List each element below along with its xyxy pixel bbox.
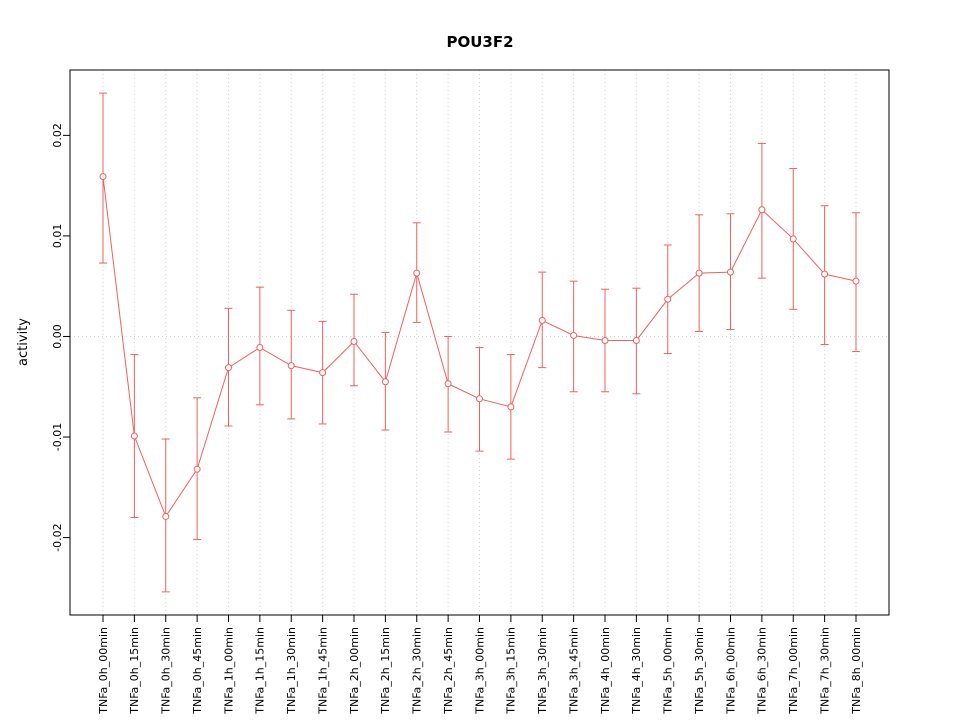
data-point	[695, 269, 703, 277]
y-tick-label: 0.02	[51, 123, 64, 148]
x-tick-label: TNFa_4h_30min	[630, 627, 643, 715]
data-point	[821, 270, 829, 278]
y-tick-label: -0.01	[51, 423, 64, 451]
x-tick-label: TNFa_0h_00min	[97, 627, 110, 715]
data-point	[538, 316, 546, 324]
x-tick-label: TNFa_0h_15min	[128, 627, 141, 715]
x-tick-label: TNFa_1h_45min	[316, 627, 329, 715]
y-axis-label: activity	[16, 318, 31, 366]
x-tick-label: TNFa_7h_30min	[818, 627, 831, 715]
data-point	[256, 344, 264, 352]
y-tick-label: -0.02	[51, 523, 64, 551]
data-point	[507, 403, 515, 411]
data-point	[476, 395, 483, 403]
chart-title: POU3F2	[446, 33, 513, 51]
x-tick-label: TNFa_4h_00min	[599, 627, 612, 715]
x-tick-label: TNFa_5h_00min	[662, 627, 675, 715]
data-point	[130, 432, 138, 440]
data-point	[381, 378, 389, 386]
x-tick-label: TNFa_2h_15min	[379, 627, 392, 715]
x-tick-label: TNFa_8h_00min	[850, 627, 863, 715]
x-tick-label: TNFa_1h_30min	[285, 627, 298, 715]
x-tick-label: TNFa_3h_30min	[536, 627, 549, 715]
data-point	[319, 369, 327, 377]
x-tick-label: TNFa_0h_45min	[191, 627, 204, 715]
data-point	[664, 295, 672, 303]
data-point	[789, 235, 797, 243]
data-point	[193, 465, 201, 473]
y-tick-label: 0.01	[51, 224, 64, 249]
data-point	[727, 268, 734, 276]
x-tick-label: TNFa_2h_00min	[348, 627, 361, 715]
x-tick-label: TNFa_0h_30min	[160, 627, 173, 715]
data-point	[570, 331, 578, 339]
x-tick-label: TNFa_6h_30min	[756, 627, 769, 715]
x-tick-label: TNFa_1h_00min	[222, 627, 235, 715]
x-tick-label: TNFa_2h_30min	[411, 627, 424, 715]
data-point	[287, 362, 295, 370]
chart-layer: -0.02 -0.01 0.00 0.01 0.02 TNFa_0h_00min TNFa_…	[51, 69, 890, 715]
data-point	[99, 173, 107, 181]
data-point	[758, 206, 766, 214]
data-point	[601, 336, 609, 344]
data-point	[413, 269, 421, 277]
x-tick-label: TNFa_1h_15min	[254, 627, 267, 715]
x-tick-label: TNFa_3h_45min	[567, 627, 580, 715]
data-point	[162, 512, 170, 520]
x-tick-label: TNFa_5h_30min	[693, 627, 706, 715]
x-tick-label: TNFa_7h_00min	[787, 627, 800, 715]
data-point	[350, 337, 358, 345]
x-tick-label: TNFa_6h_00min	[724, 627, 737, 715]
x-tick-label: TNFa_3h_00min	[473, 627, 486, 715]
x-tick-label: TNFa_2h_45min	[442, 627, 455, 715]
data-point	[632, 336, 640, 344]
y-tick-label: 0.00	[51, 324, 64, 349]
data-point	[225, 364, 232, 372]
x-tick-label: TNFa_3h_15min	[505, 627, 518, 715]
data-point	[444, 380, 452, 388]
data-point	[852, 277, 860, 285]
